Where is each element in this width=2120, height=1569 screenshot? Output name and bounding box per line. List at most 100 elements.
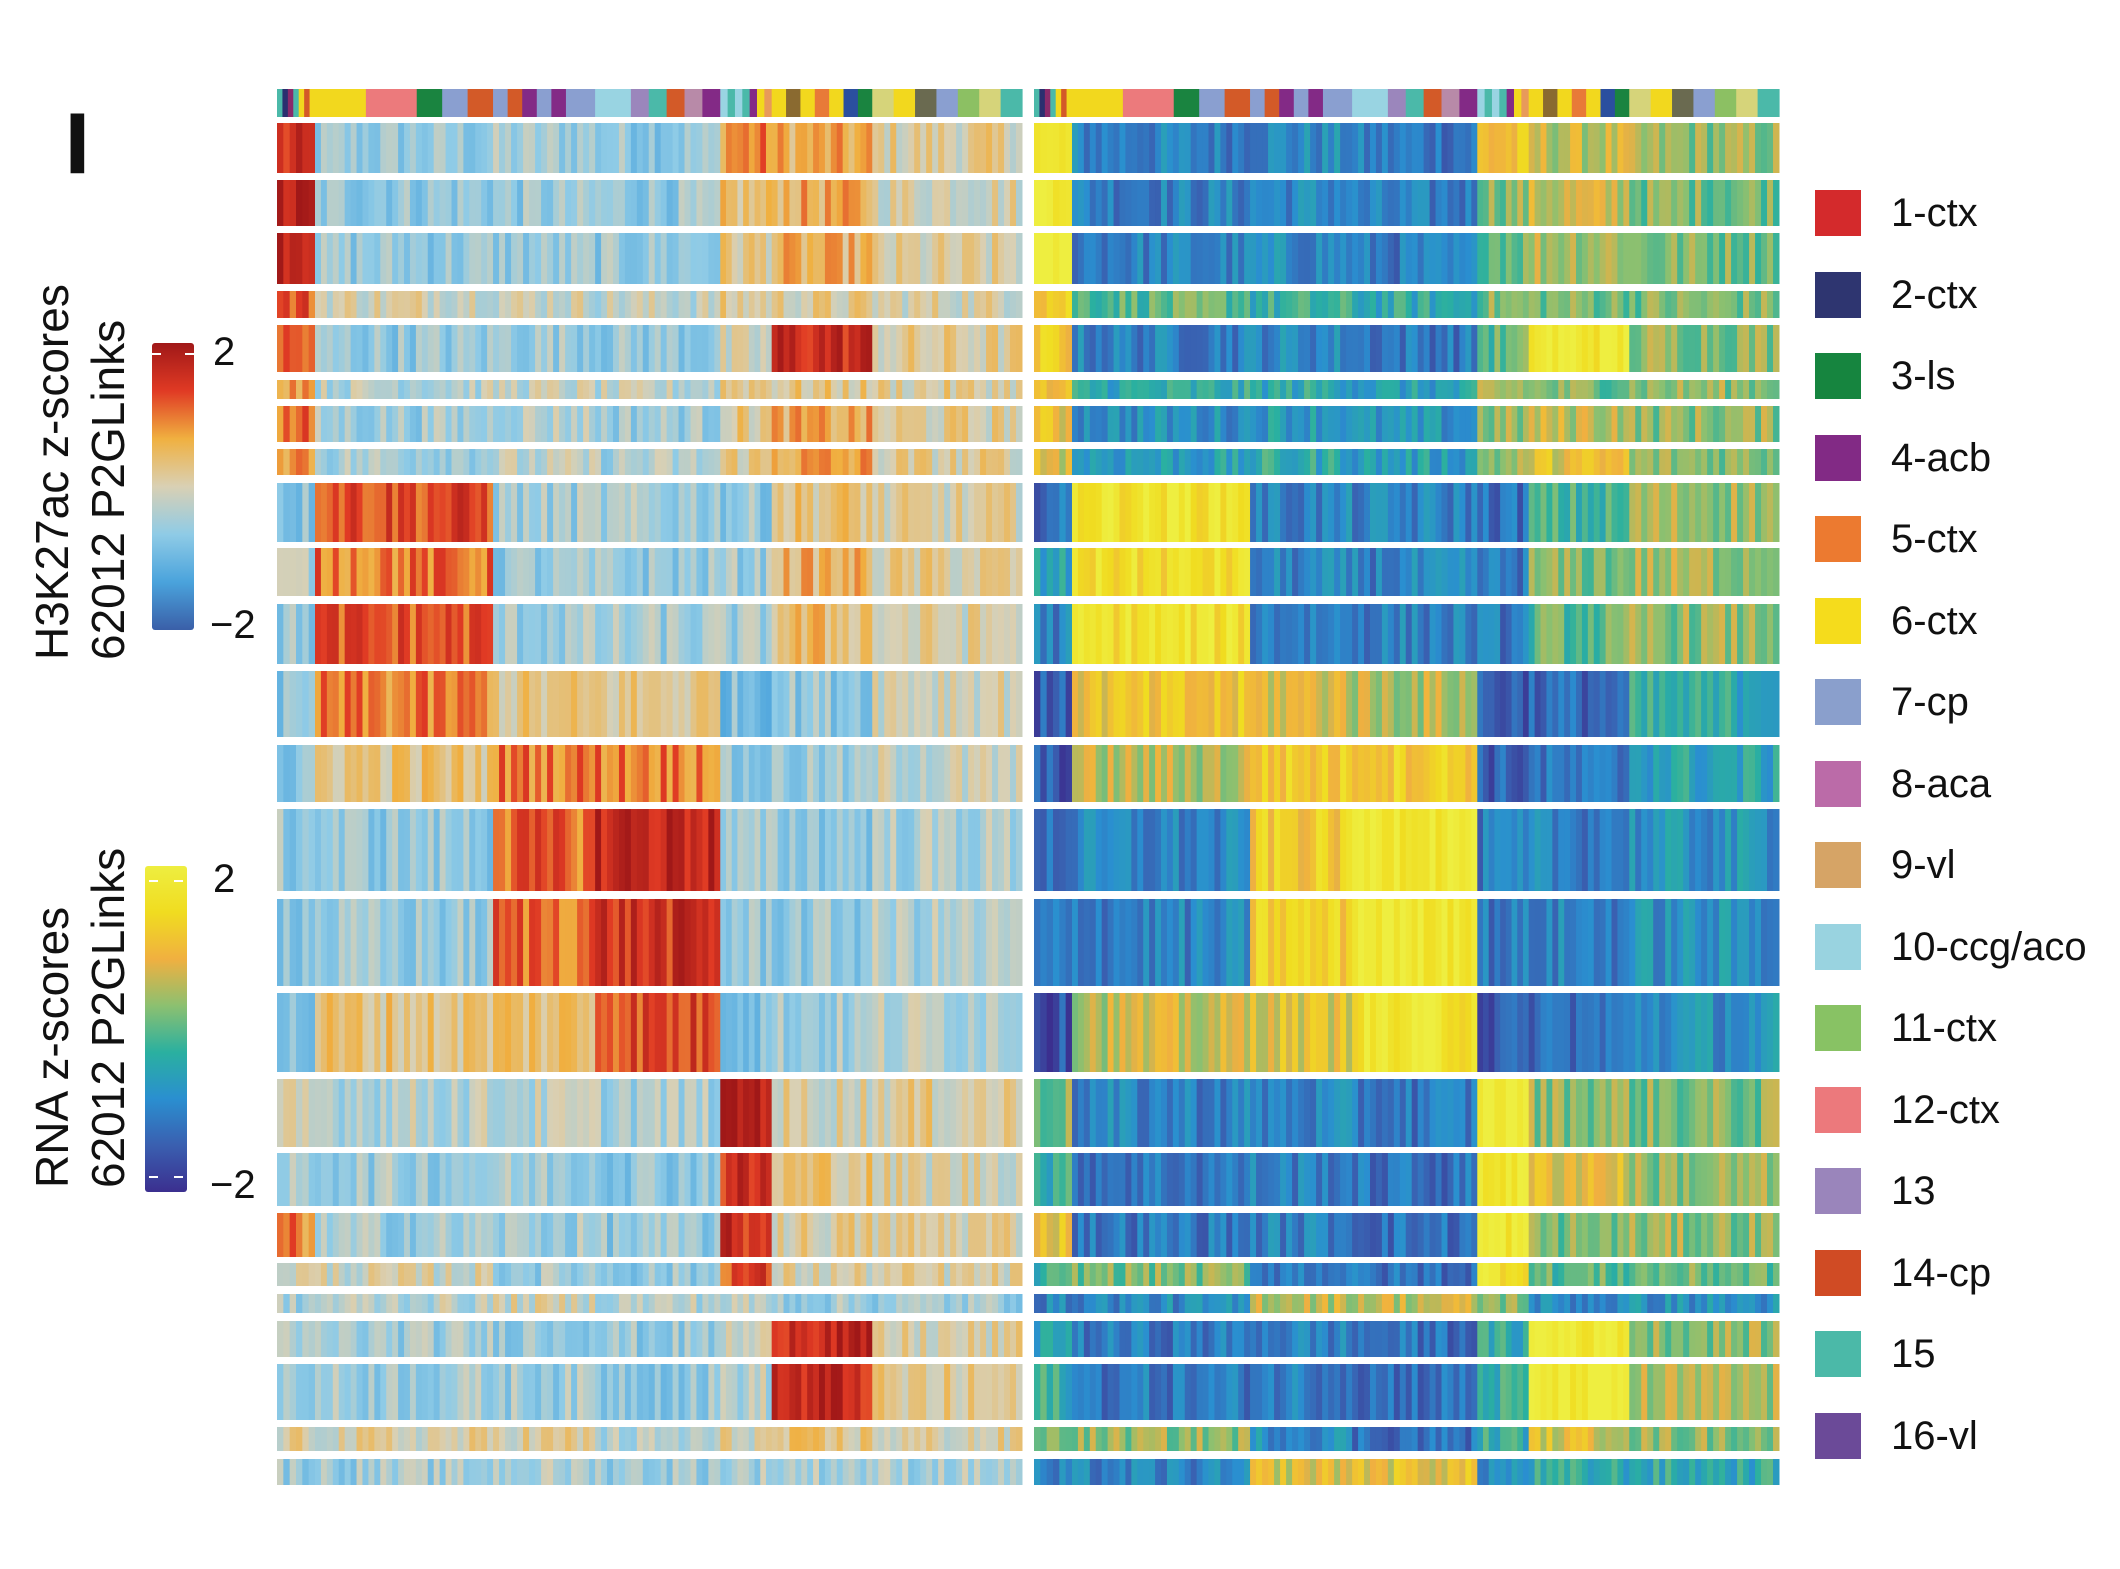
heatmap-cell: [1399, 233, 1407, 284]
heatmap-cell: [1435, 1079, 1443, 1147]
heatmap-cell: [583, 406, 590, 442]
heatmap-cell: [944, 604, 951, 664]
heatmap-cell: [1143, 899, 1150, 986]
heatmap-cell: [1071, 809, 1079, 891]
heatmap-cell: [523, 483, 530, 542]
heatmap-cell: [1286, 406, 1293, 442]
heatmap-cell: [654, 1079, 662, 1147]
heatmap-cell: [541, 180, 548, 226]
heatmap-cell: [690, 1213, 697, 1257]
heatmap-cell: [1149, 745, 1156, 802]
heatmap-cell: [1719, 1153, 1726, 1206]
annotation-cell: [522, 89, 538, 117]
heatmap-cell: [1107, 325, 1115, 372]
heatmap-cell: [908, 745, 915, 802]
heatmap-cell: [1226, 291, 1233, 318]
heatmap-cell: [962, 548, 969, 596]
heatmap-cell: [499, 406, 506, 442]
heatmap-cell: [607, 1153, 614, 1206]
heatmap-cell: [854, 745, 861, 802]
heatmap-cell: [1629, 180, 1636, 226]
heatmap-cell: [866, 380, 873, 399]
heatmap-cell: [896, 180, 903, 226]
heatmap-cell: [896, 993, 903, 1072]
heatmap-cell: [672, 180, 680, 226]
heatmap-cell: [1226, 406, 1233, 442]
heatmap-cell: [1731, 604, 1738, 664]
heatmap-cell: [1125, 380, 1132, 399]
heatmap-cell: [771, 1153, 779, 1206]
heatmap-cell: [783, 325, 790, 372]
heatmap-cell: [824, 406, 832, 442]
heatmap-cell: [547, 899, 554, 986]
heatmap-cell: [1304, 483, 1311, 542]
heatmap-cell: [1671, 123, 1678, 173]
heatmap-cell: [914, 483, 921, 542]
heatmap-cell: [801, 671, 808, 737]
heatmap-cell: [1423, 233, 1431, 284]
heatmap-cell: [386, 1263, 393, 1286]
heatmap-cell: [914, 1079, 921, 1147]
heatmap-cell: [1131, 449, 1138, 475]
heatmap-cell: [962, 899, 969, 986]
heatmap-cell: [1155, 483, 1162, 542]
heatmap-cell: [920, 993, 927, 1072]
heatmap-cell: [1576, 604, 1583, 664]
heatmap-cell: [1214, 406, 1221, 442]
heatmap-cell: [421, 1213, 429, 1257]
heatmap-cell: [1268, 483, 1275, 542]
annotation-cell: [340, 89, 367, 117]
heatmap-cell: [854, 1153, 861, 1206]
heatmap-cell: [1435, 809, 1443, 891]
heatmap-cell: [1131, 380, 1138, 399]
heatmap-cell: [1004, 123, 1011, 173]
heatmap-cell: [1016, 180, 1023, 226]
heatmap-cell: [1364, 123, 1371, 173]
heatmap-cell: [702, 123, 709, 173]
heatmap-cell: [1659, 993, 1666, 1072]
heatmap-cell: [1143, 380, 1150, 399]
heatmap-cell: [415, 406, 423, 442]
heatmap-cell: [696, 380, 703, 399]
heatmap-cell: [404, 604, 411, 664]
heatmap-cell: [1659, 809, 1666, 891]
annotation-cell: [1629, 89, 1652, 117]
heatmap-cell: [451, 380, 458, 399]
heatmap-cell: [326, 548, 334, 596]
heatmap-cell: [884, 809, 891, 891]
heatmap-cell: [356, 604, 363, 664]
heatmap-cell: [1184, 1213, 1192, 1257]
heatmap-cell: [684, 325, 691, 372]
heatmap-cell: [595, 180, 602, 226]
heatmap-cell: [986, 380, 993, 399]
heatmap-cell: [553, 233, 560, 284]
heatmap-cell: [1477, 380, 1484, 399]
heatmap-cell: [878, 325, 885, 372]
heatmap-cell: [1137, 406, 1144, 442]
heatmap-cell: [1599, 406, 1607, 442]
heatmap-cell: [1511, 380, 1518, 399]
heatmap-cell: [956, 380, 963, 399]
heatmap-cell: [748, 899, 756, 986]
heatmap-cell: [386, 745, 393, 802]
heatmap-cell: [1304, 406, 1311, 442]
heatmap-cell: [583, 993, 590, 1072]
heatmap-cell: [1671, 406, 1678, 442]
heatmap-cell: [308, 449, 316, 475]
heatmap-cell: [1435, 604, 1443, 664]
heatmap-cell: [1629, 291, 1636, 318]
heatmap-cell: [469, 1153, 476, 1206]
heatmap-cell: [854, 123, 861, 173]
heatmap-cell: [1010, 406, 1017, 442]
heatmap-cell: [1101, 809, 1109, 891]
heatmap-cell: [1184, 1079, 1192, 1147]
h3k27ac-block-9: [277, 483, 1023, 542]
heatmap-cell: [938, 380, 945, 399]
heatmap-cell: [1280, 1153, 1287, 1206]
heatmap-cell: [1528, 1153, 1536, 1206]
heatmap-cell: [374, 180, 381, 226]
heatmap-cell: [819, 449, 826, 475]
heatmap-cell: [1244, 123, 1251, 173]
heatmap-cell: [1328, 483, 1335, 542]
heatmap-cell: [1737, 180, 1744, 226]
